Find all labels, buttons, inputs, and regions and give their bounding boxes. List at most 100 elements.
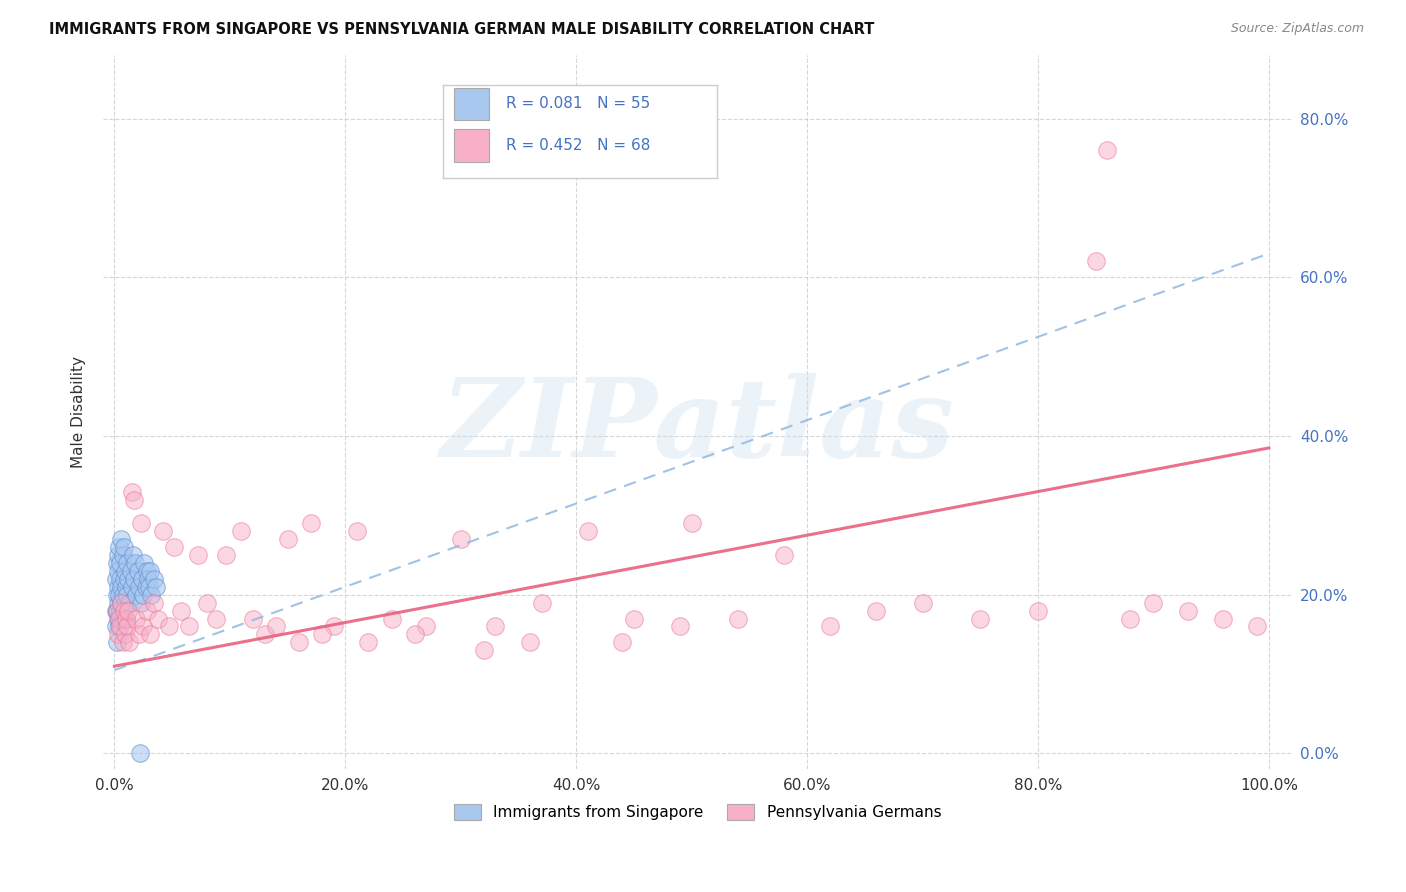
Point: [215, 548, 238, 562]
Point: [115, 580, 138, 594]
Point: [911, 596, 934, 610]
Point: [122, 492, 145, 507]
Point: [415, 619, 437, 633]
Point: [612, 635, 634, 649]
Point: [122, 548, 145, 562]
Point: [115, 619, 138, 633]
Point: [195, 596, 218, 610]
Point: [253, 627, 276, 641]
Point: [346, 524, 368, 539]
Text: ZIPatlas: ZIPatlas: [440, 373, 955, 480]
Point: [148, 611, 170, 625]
Point: [205, 611, 228, 625]
Point: [115, 588, 138, 602]
Point: [681, 516, 703, 531]
Point: [111, 548, 134, 562]
Point: [108, 611, 131, 625]
Point: [135, 564, 157, 578]
Point: [277, 532, 299, 546]
Legend: Immigrants from Singapore, Pennsylvania Germans: Immigrants from Singapore, Pennsylvania …: [447, 797, 948, 826]
Point: [111, 635, 134, 649]
Point: [1097, 144, 1119, 158]
Point: [117, 604, 139, 618]
Point: [121, 484, 143, 499]
Point: [122, 572, 145, 586]
Point: [114, 564, 136, 578]
Point: [145, 580, 167, 594]
Point: [818, 619, 841, 633]
Point: [112, 604, 135, 618]
Point: [128, 627, 150, 641]
Point: [110, 580, 132, 594]
Point: [152, 524, 174, 539]
Point: [357, 635, 380, 649]
Point: [142, 572, 165, 586]
Point: [450, 532, 472, 546]
Point: [170, 604, 193, 618]
Point: [118, 635, 141, 649]
Point: [104, 604, 127, 618]
Point: [136, 572, 159, 586]
Point: [132, 588, 155, 602]
Text: R = 0.081   N = 55: R = 0.081 N = 55: [506, 96, 650, 112]
Point: [104, 619, 127, 633]
Point: [110, 619, 132, 633]
Point: [865, 604, 887, 618]
Point: [969, 611, 991, 625]
Point: [231, 524, 253, 539]
Point: [120, 564, 142, 578]
Point: [1119, 611, 1142, 625]
Point: [288, 635, 311, 649]
Point: [104, 572, 127, 586]
Bar: [454, 87, 489, 120]
Point: [134, 556, 156, 570]
Y-axis label: Male Disability: Male Disability: [72, 356, 86, 468]
Point: [108, 588, 131, 602]
Point: [131, 572, 153, 586]
Point: [322, 619, 344, 633]
Point: [105, 635, 128, 649]
Point: [576, 524, 599, 539]
Point: [105, 556, 128, 570]
Point: [179, 619, 201, 633]
Point: [115, 611, 138, 625]
Point: [114, 596, 136, 610]
Point: [1026, 604, 1049, 618]
Text: Source: ZipAtlas.com: Source: ZipAtlas.com: [1230, 22, 1364, 36]
Point: [404, 627, 426, 641]
Point: [112, 572, 135, 586]
Point: [112, 540, 135, 554]
Text: R = 0.452   N = 68: R = 0.452 N = 68: [506, 137, 651, 153]
Point: [1212, 611, 1234, 625]
Point: [111, 611, 134, 625]
Point: [110, 596, 132, 610]
Point: [727, 611, 749, 625]
Point: [115, 556, 138, 570]
Point: [129, 516, 152, 531]
Point: [105, 604, 128, 618]
Point: [519, 635, 541, 649]
Point: [108, 619, 131, 633]
Point: [299, 516, 322, 531]
Point: [264, 619, 287, 633]
Point: [187, 548, 209, 562]
Point: [125, 588, 148, 602]
Point: [163, 540, 186, 554]
Point: [110, 572, 132, 586]
Point: [623, 611, 645, 625]
Point: [139, 564, 162, 578]
Point: [107, 580, 129, 594]
Point: [115, 611, 138, 625]
Point: [105, 588, 128, 602]
Point: [139, 627, 162, 641]
Point: [484, 619, 506, 633]
Point: [107, 564, 129, 578]
Point: [773, 548, 796, 562]
Point: [107, 548, 129, 562]
Point: [128, 747, 150, 761]
Point: [117, 572, 139, 586]
Point: [127, 564, 149, 578]
Point: [107, 627, 129, 641]
Point: [111, 588, 134, 602]
Point: [138, 580, 160, 594]
